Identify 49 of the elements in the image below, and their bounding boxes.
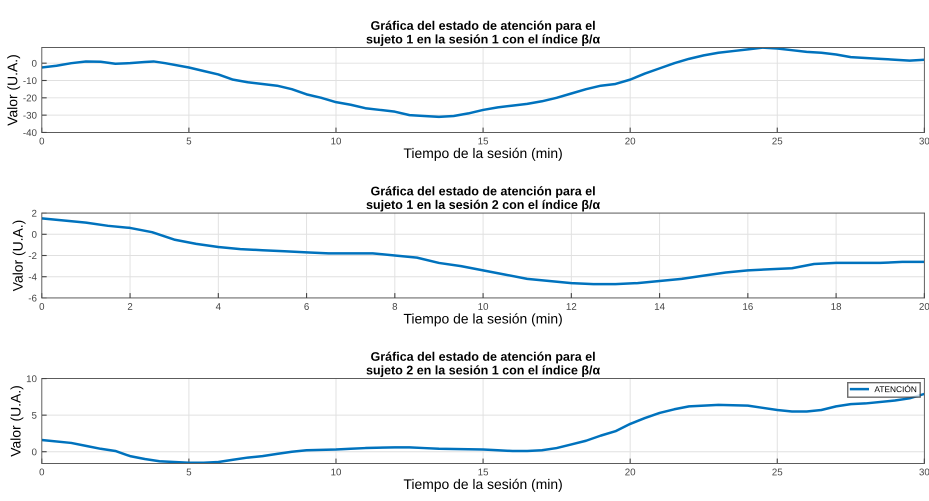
x-tick-label: 2 — [128, 303, 132, 310]
x-axis-title: Tiempo de la sesión (min) — [404, 478, 562, 492]
y-tick-label: -6 — [28, 294, 37, 302]
y-tick-label: 5 — [32, 412, 37, 419]
x-tick-label: 10 — [478, 303, 488, 310]
x-tick-label: 0 — [39, 303, 44, 310]
y-tick-label: 0 — [32, 60, 37, 67]
x-tick-label: 30 — [919, 468, 929, 476]
y-tick-label: -4 — [28, 274, 37, 280]
x-axis-title: Tiempo de la sesión (min) — [404, 313, 562, 326]
x-axis-title: Tiempo de la sesión (min) — [404, 148, 562, 161]
x-tick-label: 20 — [625, 468, 636, 476]
y-axis-title: Valor (U.A.) — [12, 220, 26, 292]
x-tick-label: 12 — [566, 303, 576, 310]
x-tick-label: 15 — [478, 138, 488, 144]
y-tick-label: 0 — [32, 448, 37, 456]
x-tick-label: 6 — [304, 303, 309, 310]
y-tick-label: 2 — [32, 210, 36, 217]
x-tick-label: 15 — [478, 468, 488, 476]
x-tick-label: 25 — [772, 468, 782, 476]
y-tick-label: -30 — [23, 112, 37, 119]
x-tick-label: 14 — [654, 303, 665, 310]
y-axis-title: Valor (U.A.) — [10, 386, 24, 457]
x-tick-label: 18 — [831, 303, 842, 310]
legend-label: ATENCIÓN — [874, 384, 916, 392]
x-tick-label: 0 — [39, 468, 44, 476]
y-axis-title: Valor (U.A.) — [7, 55, 20, 126]
x-tick-label: 30 — [919, 138, 929, 144]
x-tick-label: 10 — [331, 468, 342, 476]
y-tick-label: -40 — [23, 129, 37, 136]
y-tick-label: 10 — [26, 375, 37, 382]
x-tick-label: 16 — [743, 303, 753, 310]
y-tick-label: -10 — [23, 77, 37, 84]
x-tick-label: 10 — [331, 138, 342, 144]
y-tick-label: -2 — [28, 252, 36, 260]
x-tick-label: 0 — [39, 138, 44, 144]
x-tick-label: 20 — [919, 303, 929, 310]
y-tick-label: -20 — [23, 94, 37, 102]
x-tick-label: 4 — [216, 303, 221, 310]
chart-title: Gráfica del estado de atención para el sujeto 2 en la sesión 1 con el índice β/α — [366, 352, 600, 377]
line-series — [42, 217, 924, 286]
x-tick-label: 20 — [625, 138, 636, 144]
chart-title: Gráfica del estado de atención para el sujeto 1 en la sesión 1 con el índice β/α — [366, 20, 600, 46]
x-tick-label: 5 — [186, 138, 192, 144]
x-tick-label: 8 — [392, 303, 398, 310]
x-tick-label: 25 — [772, 138, 782, 144]
x-tick-label: 5 — [186, 468, 192, 476]
y-tick-label: 0 — [32, 231, 37, 238]
chart-title: Gráfica del estado de atención para el sujeto 1 en la sesión 2 con el índice β/α — [366, 186, 600, 212]
